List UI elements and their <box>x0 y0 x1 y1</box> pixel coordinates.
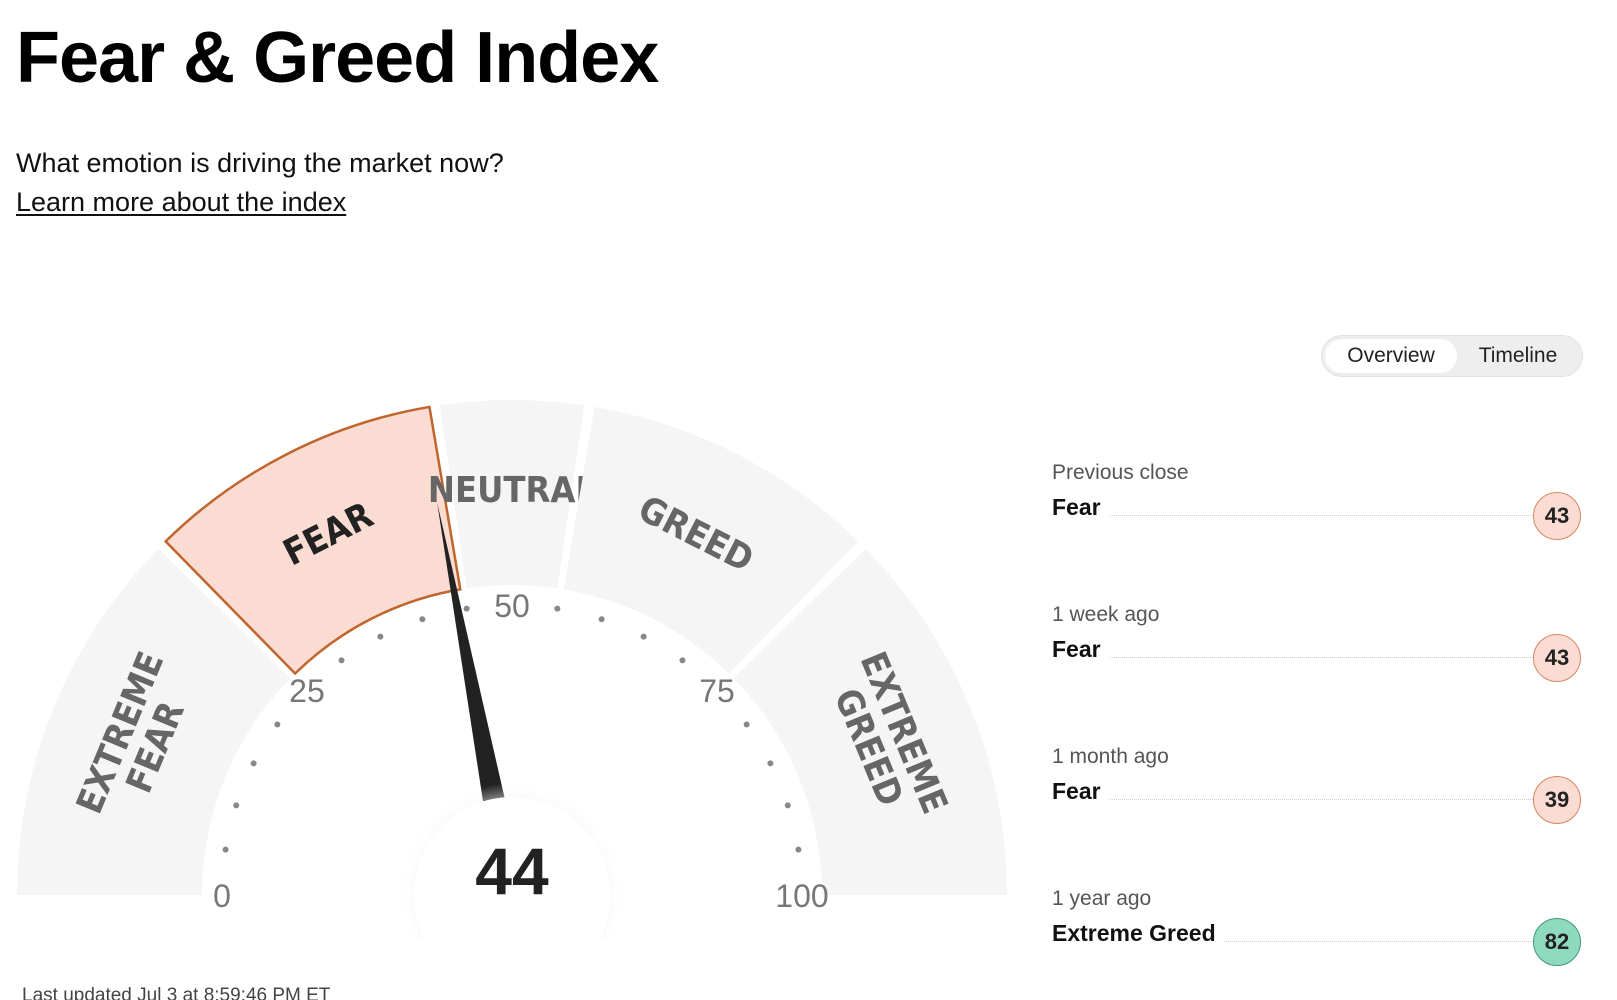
history-rating: Fear <box>1052 780 1109 803</box>
history-value-badge: 82 <box>1533 918 1581 966</box>
dotted-leader <box>1052 941 1533 942</box>
gauge-value: 44 <box>475 834 549 908</box>
learn-more-link[interactable]: Learn more about the index <box>16 187 347 217</box>
history-period: Previous close <box>1052 461 1189 484</box>
gauge-tick-dot <box>250 760 257 767</box>
dotted-leader <box>1052 799 1533 800</box>
gauge-tick-dot <box>795 846 802 853</box>
history-item-1-month: 1 month ago Fear 39 <box>1052 742 1587 884</box>
page-title: Fear & Greed Index <box>16 18 659 98</box>
page-subtitle: What emotion is driving the market now? <box>16 148 504 178</box>
gauge-segment-extreme-greed <box>733 548 1007 895</box>
gauge-tick-dot <box>640 633 647 640</box>
gauge-tick-dot <box>598 616 605 623</box>
gauge-hub-face <box>414 797 610 940</box>
tab-overview[interactable]: Overview <box>1325 339 1457 373</box>
history-rating: Fear <box>1052 496 1109 519</box>
gauge-tick-dot <box>338 657 345 664</box>
gauge-tick-dot <box>233 802 240 809</box>
history-rating: Extreme Greed <box>1052 922 1224 945</box>
gauge-tick-dot <box>784 802 791 809</box>
gauge-segment-label: NEUTRAL <box>428 470 596 511</box>
history-item-1-week: 1 week ago Fear 43 <box>1052 600 1587 742</box>
history-item-previous-close: Previous close Fear 43 <box>1052 458 1587 600</box>
dotted-leader <box>1052 657 1533 658</box>
gauge-tick-label: 75 <box>699 673 735 709</box>
gauge-segment-fear <box>163 405 462 676</box>
history-value-badge: 43 <box>1533 492 1581 540</box>
history-period: 1 week ago <box>1052 603 1160 626</box>
view-toggle: Overview Timeline <box>1321 335 1583 377</box>
last-updated: Last updated Jul 3 at 8:59:46 PM ET <box>22 985 331 1000</box>
gauge-segment-neutral <box>439 400 585 589</box>
gauge-tick-label: 0 <box>213 878 231 914</box>
history-list: Previous close Fear 43 1 week ago Fear 4… <box>1052 458 1587 1000</box>
dotted-leader <box>1052 515 1533 516</box>
gauge-needle <box>437 502 506 804</box>
history-period: 1 year ago <box>1052 887 1152 910</box>
gauge-tick-dot <box>222 846 229 853</box>
gauge-tick-dot <box>767 760 774 767</box>
history-value-badge: 39 <box>1533 776 1581 824</box>
gauge-tick-dot <box>554 605 561 612</box>
gauge-tick-dot <box>377 633 384 640</box>
history-item-1-year: 1 year ago Extreme Greed 82 <box>1052 884 1587 1000</box>
gauge-segment-greed <box>563 406 859 674</box>
history-period: 1 month ago <box>1052 745 1169 768</box>
gauge-tick-dot <box>463 605 470 612</box>
gauge-segment-extreme-fear <box>17 548 291 895</box>
gauge-tick-dot <box>274 721 281 728</box>
gauge-tick-dot <box>419 616 426 623</box>
history-rating: Fear <box>1052 638 1109 661</box>
tab-timeline[interactable]: Timeline <box>1478 344 1558 367</box>
gauge-tick-label: 50 <box>494 588 530 624</box>
gauge-tick-dot <box>743 721 750 728</box>
gauge-tick-label: 100 <box>775 878 828 914</box>
history-value-badge: 43 <box>1533 634 1581 682</box>
gauge-tick-label: 25 <box>289 673 325 709</box>
gauge-tick-dot <box>679 657 686 664</box>
